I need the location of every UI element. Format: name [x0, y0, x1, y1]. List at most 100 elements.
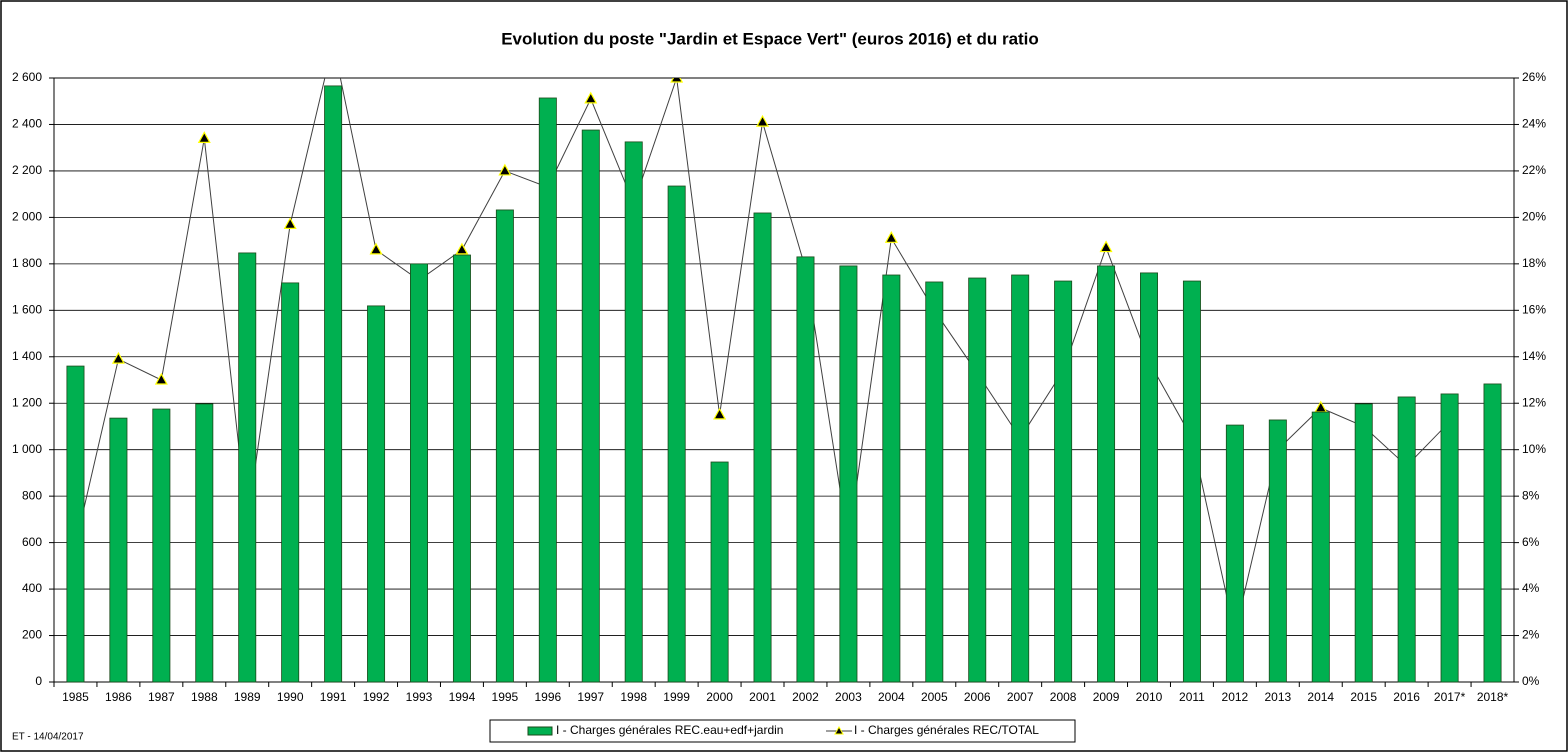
x-tick-label: 2010	[1136, 690, 1163, 704]
bar	[495, 209, 514, 683]
x-tick-label: 1997	[577, 690, 604, 704]
bar	[1011, 274, 1030, 683]
legend-swatch	[527, 726, 553, 736]
bar	[238, 252, 257, 683]
x-tick-label: 1993	[406, 690, 433, 704]
line-marker	[111, 351, 125, 364]
bar	[281, 282, 300, 683]
y2-tick-label: 10%	[1522, 442, 1546, 456]
line-marker	[197, 131, 211, 143]
line-marker	[884, 231, 898, 243]
x-tick-label: 2013	[1264, 690, 1291, 704]
y2-tick-label: 2%	[1522, 628, 1540, 642]
x-tick-label: 1994	[449, 690, 476, 704]
x-tick-label: 1986	[105, 690, 132, 704]
bar	[1182, 280, 1201, 683]
bar	[1225, 424, 1244, 683]
line-marker	[670, 78, 684, 83]
x-tick-label: 2009	[1093, 690, 1120, 704]
bar	[1054, 280, 1073, 683]
bar	[624, 141, 643, 683]
x-tick-label: 2014	[1307, 690, 1334, 704]
y-tick-label: 800	[22, 488, 42, 502]
bar	[66, 365, 85, 683]
y-tick-label: 200	[22, 628, 42, 642]
line-marker	[584, 91, 598, 104]
bar	[1140, 272, 1158, 683]
x-tick-label: 2007	[1007, 690, 1034, 704]
x-tick-label: 1996	[534, 690, 561, 704]
bar	[1311, 411, 1330, 683]
bar	[324, 85, 343, 683]
y-tick-label: 2 600	[12, 70, 42, 84]
bar	[925, 281, 944, 683]
x-tick-label: 1999	[663, 690, 690, 704]
y2-tick-label: 12%	[1522, 395, 1546, 409]
legend-marker	[834, 725, 844, 735]
x-tick-label: 2018*	[1477, 690, 1509, 704]
x-tick-label: 2015	[1350, 690, 1377, 704]
y-tick-label: 2 200	[12, 163, 42, 177]
y2-tick-label: 8%	[1522, 488, 1540, 502]
y-tick-label: 1 000	[12, 442, 42, 456]
bar	[667, 185, 686, 683]
bar	[753, 212, 772, 683]
chart-title: Evolution du poste "Jardin et Espace Ver…	[501, 29, 1039, 48]
y2-tick-label: 22%	[1522, 163, 1546, 177]
y-tick-label: 0	[35, 674, 42, 688]
y-tick-label: 1 600	[12, 302, 42, 316]
y-tick-label: 600	[22, 535, 42, 549]
bar	[710, 461, 729, 683]
x-tick-label: 2002	[792, 690, 819, 704]
x-tick-label: 2006	[964, 690, 991, 704]
bar	[968, 277, 987, 683]
bar	[1483, 383, 1502, 683]
x-tick-label: 2017*	[1434, 690, 1466, 704]
line-marker	[498, 163, 512, 176]
bar	[839, 265, 858, 683]
bar	[152, 408, 171, 683]
x-tick-label: 1992	[363, 690, 390, 704]
y2-tick-label: 26%	[1522, 70, 1546, 84]
x-tick-label: 2016	[1393, 690, 1420, 704]
footnote: ET - 14/04/2017	[12, 732, 84, 743]
y-tick-label: 1 200	[12, 395, 42, 409]
bar	[195, 403, 214, 683]
bar	[410, 263, 428, 683]
x-tick-label: 1987	[148, 690, 175, 704]
line-marker	[455, 242, 469, 255]
legend-box	[489, 719, 1076, 743]
bar	[1354, 403, 1373, 683]
legend-label: I - Charges générales REC.eau+edf+jardin	[556, 723, 783, 737]
bar	[538, 97, 557, 683]
x-tick-label: 2012	[1222, 690, 1249, 704]
bar	[1397, 396, 1416, 683]
x-tick-label: 1991	[320, 690, 347, 704]
bar	[109, 417, 128, 683]
bar	[1097, 265, 1116, 683]
x-tick-label: 2008	[1050, 690, 1077, 704]
bar	[1268, 419, 1287, 683]
bar	[1440, 393, 1459, 683]
bar	[882, 274, 901, 683]
x-tick-label: 2004	[878, 690, 905, 704]
bar	[452, 254, 471, 683]
x-tick-label: 1995	[492, 690, 519, 704]
y-tick-label: 1 800	[12, 256, 42, 270]
y-tick-label: 2 000	[12, 210, 42, 224]
y2-tick-label: 6%	[1522, 535, 1540, 549]
y2-tick-label: 20%	[1522, 210, 1546, 224]
y2-tick-label: 24%	[1522, 117, 1546, 131]
x-tick-label: 2001	[749, 690, 776, 704]
line-marker	[756, 114, 770, 127]
y2-tick-label: 18%	[1522, 256, 1546, 270]
line-marker	[154, 372, 168, 385]
legend-label: I - Charges générales REC/TOTAL	[854, 723, 1039, 737]
y-tick-label: 2 400	[12, 117, 42, 131]
line-marker	[283, 217, 297, 229]
x-tick-label: 1990	[277, 690, 304, 704]
x-tick-label: 2003	[835, 690, 862, 704]
line-marker	[713, 407, 727, 420]
